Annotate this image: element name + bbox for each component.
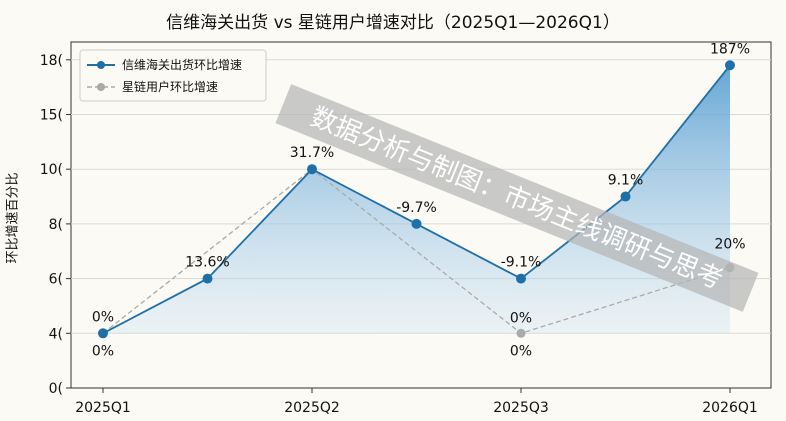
x-tick-label: 2026Q1 — [702, 400, 758, 416]
shipments-point — [411, 218, 422, 229]
y-tick-label: 6( — [49, 272, 63, 288]
legend: 信维海关出货环比增速 星链用户环比增速 — [79, 49, 267, 102]
shipments-point — [516, 273, 526, 284]
y-tick-label: 10( — [40, 162, 63, 178]
legend-box — [79, 49, 267, 102]
starlink-line — [102, 168, 731, 335]
legend-marker-starlink — [97, 83, 105, 91]
shipments-point — [725, 60, 735, 71]
starlink-data-label: 0% — [510, 343, 532, 359]
legend-marker-shipments — [97, 61, 105, 69]
x-ticks: 2025Q1 2025Q2 2025Q3 2026Q1 — [75, 388, 758, 416]
data-labels: 0% 13.6% 31.7% -9.7% -9.1% 9.1% 187% 0% 0% 20% 0% — [92, 41, 750, 359]
shipments-data-label: 9.1% — [608, 173, 644, 189]
y-tick-label: 18( — [40, 53, 63, 69]
shipments-area — [103, 65, 730, 334]
y-tick-label: 8( — [49, 217, 63, 233]
series-points — [98, 60, 735, 339]
watermark-band — [275, 84, 759, 312]
shipments-data-label: 187% — [710, 41, 750, 57]
y-tick-label: 15( — [40, 108, 63, 124]
shipments-data-label: -9.7% — [396, 200, 437, 216]
annotation-label: 0% — [510, 310, 532, 326]
shipments-point — [98, 328, 108, 339]
shipments-data-label: 13.6% — [185, 255, 229, 271]
starlink-data-label: 0% — [92, 343, 114, 359]
chart-title: 信维海关出货 vs 星链用户增速对比（2025Q1—2026Q1） — [166, 13, 620, 33]
shipments-data-label: -9.1% — [501, 255, 542, 271]
x-tick-label: 2025Q2 — [284, 400, 340, 416]
y-tick-label: 0( — [49, 381, 63, 397]
shipments-data-label: 31.7% — [290, 145, 334, 161]
area-fill — [103, 65, 730, 334]
x-tick-label: 2025Q1 — [75, 400, 131, 416]
shipments-data-label: 0% — [92, 309, 114, 325]
legend-label-starlink: 星链用户环比增速 — [122, 79, 218, 94]
legend-label-shipments: 信维海关出货环比增速 — [122, 57, 242, 72]
y-ticks: 0( 4( 6( 8( 10( 15( 18( — [40, 53, 71, 397]
x-tick-label: 2025Q3 — [493, 400, 549, 416]
shipments-point — [307, 164, 317, 175]
y-tick-label: 4( — [49, 326, 63, 342]
starlink-data-label: 20% — [714, 237, 745, 253]
starlink-point — [516, 328, 526, 338]
shipments-point — [620, 191, 631, 202]
shipments-point — [202, 273, 213, 284]
